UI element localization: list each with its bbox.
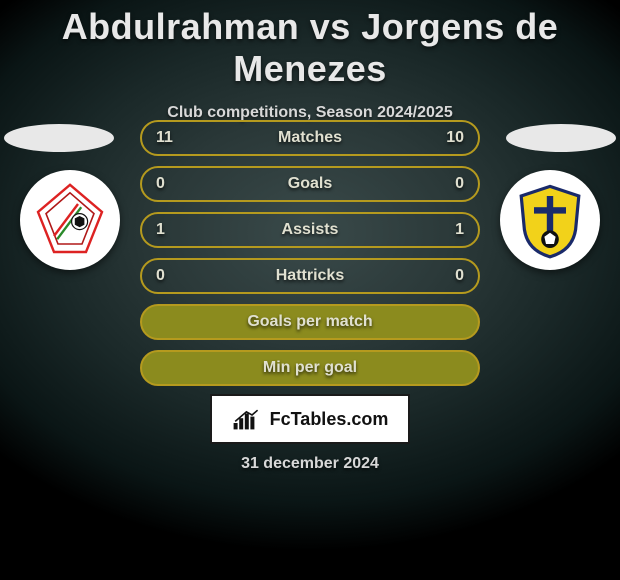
player-photo-left [4, 124, 114, 152]
club-badge-left [20, 170, 120, 270]
stat-value-left: 0 [156, 267, 165, 285]
fctables-logo-icon [232, 407, 264, 431]
stat-label: Min per goal [263, 359, 357, 377]
stat-value-right: 1 [455, 221, 464, 239]
stat-label: Matches [278, 129, 342, 147]
stat-value-right: 10 [446, 129, 464, 147]
stat-row: Matches 11 10 [140, 120, 480, 156]
stat-row: Goals 0 0 [140, 166, 480, 202]
stat-label: Assists [282, 221, 339, 239]
club-logo-left [30, 180, 110, 260]
page-title: Abdulrahman vs Jorgens de Menezes [0, 0, 620, 90]
stat-row: Goals per match [140, 304, 480, 340]
stat-row: Min per goal [140, 350, 480, 386]
fctables-label: FcTables.com [270, 409, 389, 430]
stat-value-right: 0 [455, 267, 464, 285]
date-label: 31 december 2024 [0, 455, 620, 473]
club-logo-right [510, 180, 590, 260]
stat-value-left: 1 [156, 221, 165, 239]
stat-value-left: 0 [156, 175, 165, 193]
stat-row: Hattricks 0 0 [140, 258, 480, 294]
club-badge-right [500, 170, 600, 270]
player-photo-right [506, 124, 616, 152]
fctables-watermark: FcTables.com [210, 394, 410, 444]
stat-label: Hattricks [276, 267, 344, 285]
stats-list: Matches1110Goals00Assists11Hattricks00Go… [140, 120, 480, 386]
stat-value-left: 11 [156, 129, 173, 147]
stat-value-right: 0 [455, 175, 464, 193]
stat-label: Goals per match [247, 313, 372, 331]
stat-row: Assists 1 1 [140, 212, 480, 248]
stat-label: Goals [288, 175, 332, 193]
